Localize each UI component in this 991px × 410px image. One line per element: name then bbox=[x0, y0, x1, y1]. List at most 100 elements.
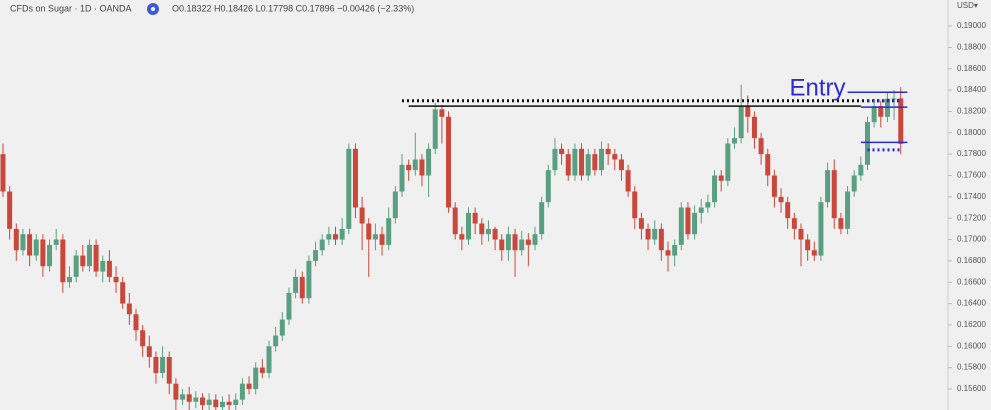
candle-body bbox=[93, 244, 99, 272]
candle-body bbox=[200, 397, 205, 405]
candle-body bbox=[745, 106, 751, 117]
candle-body bbox=[333, 234, 338, 240]
candle-body bbox=[193, 397, 199, 402]
candle-body bbox=[672, 244, 678, 256]
candle-body bbox=[725, 143, 731, 181]
chart-title: CFDs on Sugar · 1D · OANDA bbox=[10, 3, 132, 13]
y-tick-label: 0.17600 bbox=[957, 171, 986, 180]
candle-body bbox=[47, 244, 53, 267]
candle-body bbox=[865, 122, 870, 165]
candle-body bbox=[259, 367, 265, 373]
candle-body bbox=[339, 228, 345, 240]
candle-body bbox=[359, 207, 365, 224]
candle-body bbox=[732, 138, 737, 144]
candle-body bbox=[100, 260, 106, 272]
candle-body bbox=[319, 239, 325, 251]
candle-body bbox=[432, 109, 438, 149]
candle-body bbox=[878, 106, 884, 117]
candle-body bbox=[213, 399, 219, 408]
candle-body bbox=[86, 244, 92, 267]
candle-body bbox=[452, 207, 458, 235]
candle-body bbox=[273, 335, 279, 347]
candle-body bbox=[173, 383, 179, 400]
candle-body bbox=[33, 239, 39, 256]
candle-body bbox=[266, 346, 272, 373]
candle-body bbox=[233, 399, 239, 405]
candle-body bbox=[771, 175, 777, 197]
candle-body bbox=[186, 394, 192, 402]
candle-body bbox=[406, 164, 412, 171]
candle-body bbox=[352, 148, 358, 208]
candle-body bbox=[306, 260, 312, 299]
candle-body bbox=[206, 399, 212, 405]
y-tick-label: 0.17000 bbox=[957, 235, 986, 244]
candle-body bbox=[73, 255, 79, 277]
candle-body bbox=[466, 212, 471, 240]
candle-body bbox=[645, 228, 651, 240]
candle-body bbox=[279, 319, 285, 336]
candle-body bbox=[399, 164, 405, 192]
candle-body bbox=[386, 218, 392, 245]
candle-body bbox=[7, 191, 13, 229]
candle-body bbox=[67, 276, 72, 283]
candle-body bbox=[898, 98, 904, 144]
y-tick-label: 0.16000 bbox=[957, 341, 986, 350]
candle-body bbox=[612, 154, 618, 160]
candle-body bbox=[40, 239, 46, 267]
y-tick-label: 0.16200 bbox=[957, 320, 986, 329]
candle-body bbox=[239, 383, 245, 400]
candle-body bbox=[519, 239, 525, 251]
candle-body bbox=[106, 260, 112, 277]
y-tick-label: 0.17200 bbox=[957, 213, 986, 222]
candle-body bbox=[60, 239, 66, 283]
candle-body bbox=[891, 98, 897, 100]
candle-body bbox=[825, 170, 831, 203]
candle-body bbox=[20, 234, 26, 251]
candle-body bbox=[133, 314, 139, 331]
y-tick-label: 0.15600 bbox=[957, 384, 986, 393]
candle-body bbox=[565, 154, 571, 176]
candle-body bbox=[738, 106, 744, 139]
candle-body bbox=[592, 154, 598, 171]
candle-body bbox=[545, 170, 551, 203]
candle-body bbox=[525, 239, 531, 245]
candle-body bbox=[426, 148, 432, 176]
candle-body bbox=[572, 148, 578, 176]
candle-body bbox=[579, 148, 585, 176]
candle-body bbox=[559, 148, 565, 155]
candle-body bbox=[718, 175, 724, 181]
candle-body bbox=[552, 148, 558, 171]
candle-body bbox=[539, 202, 545, 235]
candle-body bbox=[791, 218, 797, 229]
candle-body bbox=[678, 207, 684, 245]
y-tick-label: 0.17400 bbox=[957, 192, 986, 201]
candle-body bbox=[313, 250, 319, 261]
candle-body bbox=[472, 212, 478, 224]
candle-body bbox=[831, 170, 837, 219]
candle-body bbox=[751, 116, 757, 139]
candle-body bbox=[871, 106, 877, 123]
candle-body bbox=[326, 234, 332, 240]
y-tick-label: 0.16600 bbox=[957, 277, 986, 286]
candle-body bbox=[80, 255, 86, 267]
candle-body bbox=[160, 356, 166, 373]
candle-body bbox=[532, 234, 538, 245]
candle-body bbox=[459, 234, 465, 240]
candle-body bbox=[346, 148, 352, 229]
candle-body bbox=[246, 383, 252, 389]
candle-body bbox=[778, 196, 784, 203]
candle-body bbox=[253, 367, 259, 389]
candle-body bbox=[665, 250, 671, 256]
candle-body bbox=[180, 394, 186, 400]
candle-body bbox=[226, 401, 232, 405]
candle-body bbox=[652, 228, 658, 240]
candle-body bbox=[758, 138, 764, 155]
candle-body bbox=[818, 202, 824, 256]
annotation: Entry bbox=[790, 75, 846, 102]
y-tick-label: 0.17800 bbox=[957, 149, 986, 158]
candle-body bbox=[505, 234, 511, 251]
currency-menu[interactable]: USD▾ bbox=[957, 1, 978, 10]
candle-body bbox=[479, 223, 485, 235]
candle-body bbox=[585, 154, 591, 176]
